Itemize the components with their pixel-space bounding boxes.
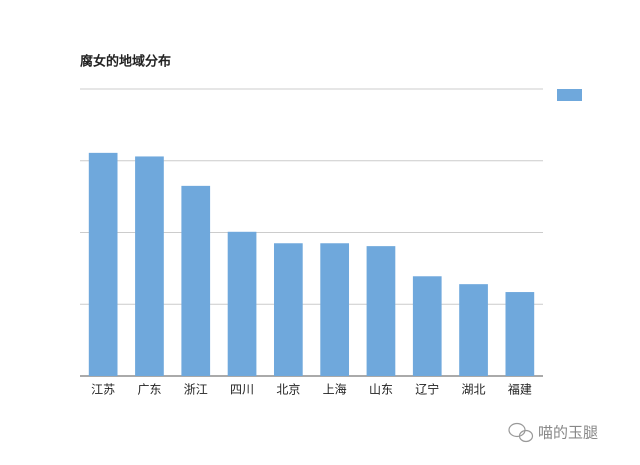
x-tick-label: 福建 [508, 382, 532, 397]
bar [135, 156, 164, 376]
x-tick-label: 江苏 [91, 383, 115, 397]
bar [227, 231, 257, 376]
x-tick-label: 上海 [323, 382, 347, 397]
x-tick-label: 北京 [276, 383, 300, 397]
x-tick-label: 湖北 [462, 382, 486, 397]
bar [320, 243, 350, 376]
x-tick-label: 四川 [230, 383, 254, 397]
bar [366, 246, 396, 376]
bar [273, 243, 303, 376]
bar [505, 292, 535, 376]
x-tick-label: 辽宁 [415, 382, 439, 397]
bar [181, 185, 211, 376]
bar [412, 276, 442, 376]
chart-title: 腐女的地域分布 [80, 54, 171, 70]
x-tick-label: 广东 [137, 383, 161, 397]
x-tick-label: 浙江 [184, 383, 208, 397]
bar [88, 152, 118, 376]
bar [459, 284, 488, 376]
legend-swatch [557, 89, 582, 101]
x-tick-label: 山东 [369, 383, 393, 397]
watermark-icon [508, 422, 534, 443]
watermark: 喵的玉腿 [538, 424, 598, 442]
